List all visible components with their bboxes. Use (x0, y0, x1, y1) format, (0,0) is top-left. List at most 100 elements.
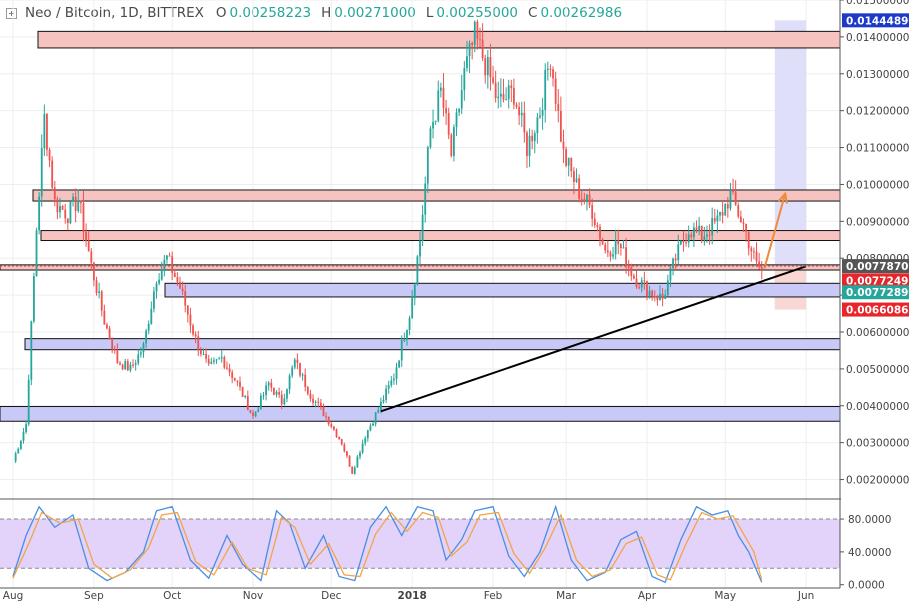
candle-body (213, 360, 215, 362)
price-label-box (842, 302, 909, 317)
candle-body (59, 206, 61, 213)
candle-body (233, 378, 236, 381)
candle-body (562, 141, 565, 150)
candle-body (207, 358, 210, 364)
candle-body (627, 267, 630, 269)
candle-body (732, 191, 734, 193)
candle-body (421, 214, 424, 241)
candle-body (432, 121, 434, 129)
candle-body (353, 467, 356, 474)
candle-body (275, 391, 278, 395)
candle-body (471, 42, 474, 45)
candle-body (192, 325, 194, 335)
x-tick-label: Feb (484, 590, 503, 602)
candle-body (406, 329, 408, 340)
candle-body (588, 194, 591, 206)
candle-body (646, 280, 648, 297)
candle-body (619, 244, 622, 249)
candle-body (695, 227, 698, 232)
candle-body (533, 133, 536, 142)
candle-body (286, 389, 288, 399)
candle-body (411, 298, 414, 319)
candle-body (171, 256, 174, 274)
candle-body (617, 240, 620, 245)
candle-body (317, 401, 320, 403)
price-label: 0.01444890 (846, 15, 909, 27)
candle-body (549, 68, 552, 70)
x-tick-label: Oct (163, 590, 181, 602)
candle-body (476, 21, 479, 40)
candle-body (408, 318, 411, 330)
candle-body (186, 305, 189, 315)
candle-body (544, 70, 547, 110)
candle-body (17, 448, 20, 454)
y-tick-label: 0.01300000 (846, 69, 909, 81)
candle-body (333, 426, 335, 430)
stoch-tick-label: 80.0000 (848, 514, 891, 526)
candle-body (635, 278, 638, 287)
candle-body (327, 416, 330, 425)
projection-box (774, 20, 807, 310)
high-value: 0.00271000 (334, 5, 416, 21)
candle-body (304, 374, 307, 388)
candle-body (473, 21, 476, 45)
candle-body (372, 423, 374, 426)
candle-body (330, 424, 333, 427)
candle-body (348, 455, 351, 467)
candle-body (359, 452, 361, 457)
candle-body (625, 247, 627, 268)
collapse-square-icon[interactable] (6, 7, 17, 19)
candle-body (541, 109, 544, 116)
candle-body (312, 398, 314, 403)
y-tick-label: 0.00200000 (846, 475, 909, 487)
candle-body (77, 200, 80, 211)
candle-body (690, 234, 693, 238)
candle-body (356, 456, 359, 468)
candle-body (319, 402, 322, 407)
candle-body (155, 283, 158, 292)
candle-body (343, 444, 346, 452)
x-tick-label: May (714, 590, 736, 602)
candle-body (604, 244, 607, 251)
candle-body (468, 42, 471, 57)
candle-body (142, 343, 145, 353)
candle-body (439, 87, 442, 91)
candle-body (575, 178, 578, 182)
candle-body (153, 291, 155, 309)
candle-body (484, 58, 487, 76)
candle-body (460, 90, 463, 109)
candle-body (325, 416, 327, 418)
candle-body (586, 194, 588, 201)
candle-body (593, 218, 596, 226)
stoch-k-line (12, 504, 763, 584)
price-label: 0.00772495 (846, 275, 909, 287)
candle-body (265, 385, 267, 396)
candle-body (137, 354, 140, 364)
candle-body (79, 200, 82, 204)
candle-body (424, 183, 427, 215)
candle-body (679, 240, 682, 245)
candle-body (64, 209, 67, 219)
symbol-title: Neo / Bitcoin, 1D, BITTREX (25, 5, 204, 21)
candle-body (108, 328, 111, 340)
candle-body (179, 281, 181, 289)
candle-body (674, 258, 677, 261)
candle-body (614, 240, 617, 255)
candle-body (145, 330, 147, 344)
candle-body (374, 412, 377, 424)
x-tick-label: Sep (84, 590, 104, 602)
candle-body (742, 222, 745, 224)
candle-body (173, 273, 176, 277)
candle-body (523, 112, 526, 133)
candle-body (168, 255, 171, 257)
price-label-box (842, 273, 909, 288)
candle-body (682, 240, 685, 243)
stoch-d-line (12, 511, 763, 581)
candle-body (565, 149, 567, 166)
candle-body (505, 99, 507, 101)
close-value: 0.00262986 (540, 5, 623, 21)
candle-body (40, 148, 43, 197)
candle-body (160, 268, 163, 280)
candle-body (745, 223, 747, 232)
